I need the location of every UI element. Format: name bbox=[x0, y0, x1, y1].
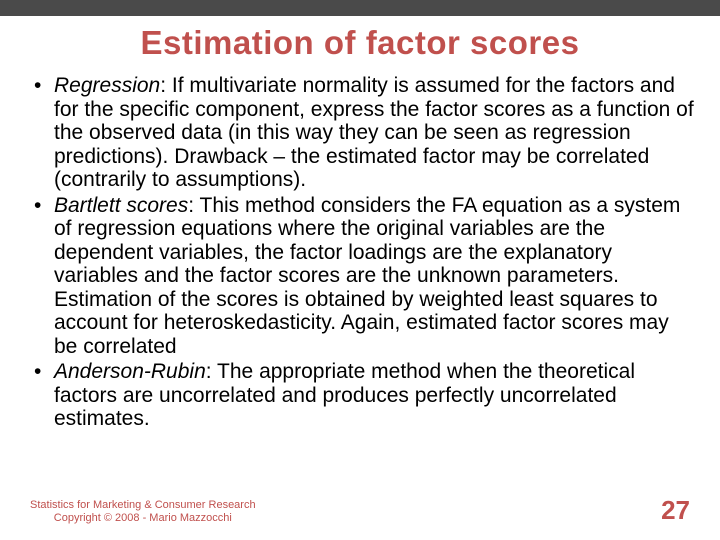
bullet-text: : This method considers the FA equation … bbox=[54, 194, 680, 358]
footer-line-2: Copyright © 2008 - Mario Mazzocchi bbox=[30, 512, 256, 526]
method-name: Anderson-Rubin bbox=[54, 360, 206, 383]
method-name: Bartlett scores bbox=[54, 194, 188, 217]
footer-text: Statistics for Marketing & Consumer Rese… bbox=[30, 499, 256, 527]
method-name: Regression bbox=[54, 74, 160, 97]
slide-content: Estimation of factor scores Regression: … bbox=[0, 16, 720, 431]
page-number: 27 bbox=[661, 495, 690, 526]
bullet-list: Regression: If multivariate normality is… bbox=[24, 74, 696, 431]
footer-line-1: Statistics for Marketing & Consumer Rese… bbox=[30, 499, 256, 513]
top-bar bbox=[0, 0, 720, 16]
footer: Statistics for Marketing & Consumer Rese… bbox=[0, 495, 720, 526]
bullet-item: Bartlett scores: This method considers t… bbox=[34, 194, 696, 359]
slide-title: Estimation of factor scores bbox=[24, 24, 696, 62]
bullet-item: Regression: If multivariate normality is… bbox=[34, 74, 696, 192]
bullet-item: Anderson-Rubin: The appropriate method w… bbox=[34, 360, 696, 431]
